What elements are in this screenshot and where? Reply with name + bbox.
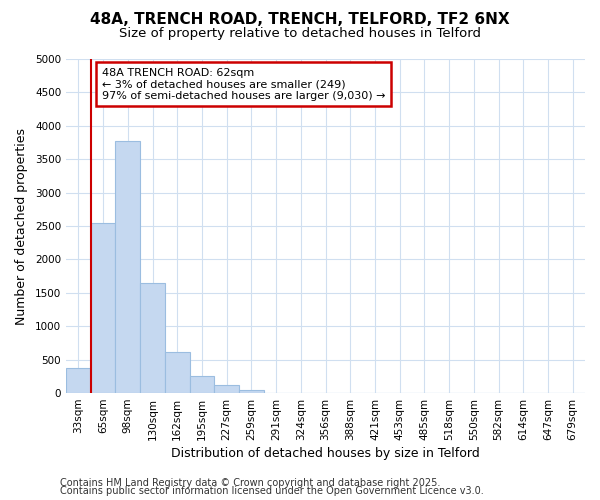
Text: Size of property relative to detached houses in Telford: Size of property relative to detached ho… — [119, 28, 481, 40]
Text: Contains HM Land Registry data © Crown copyright and database right 2025.: Contains HM Land Registry data © Crown c… — [60, 478, 440, 488]
Text: 48A, TRENCH ROAD, TRENCH, TELFORD, TF2 6NX: 48A, TRENCH ROAD, TRENCH, TELFORD, TF2 6… — [90, 12, 510, 28]
X-axis label: Distribution of detached houses by size in Telford: Distribution of detached houses by size … — [171, 447, 480, 460]
Bar — [66, 368, 91, 393]
Bar — [165, 352, 190, 393]
Text: 48A TRENCH ROAD: 62sqm
← 3% of detached houses are smaller (249)
97% of semi-det: 48A TRENCH ROAD: 62sqm ← 3% of detached … — [102, 68, 385, 101]
Bar — [190, 376, 214, 393]
Bar — [140, 283, 165, 393]
Bar — [214, 385, 239, 393]
Bar — [239, 390, 264, 393]
Text: Contains public sector information licensed under the Open Government Licence v3: Contains public sector information licen… — [60, 486, 484, 496]
Bar — [115, 140, 140, 393]
Y-axis label: Number of detached properties: Number of detached properties — [15, 128, 28, 324]
Bar — [91, 222, 115, 393]
